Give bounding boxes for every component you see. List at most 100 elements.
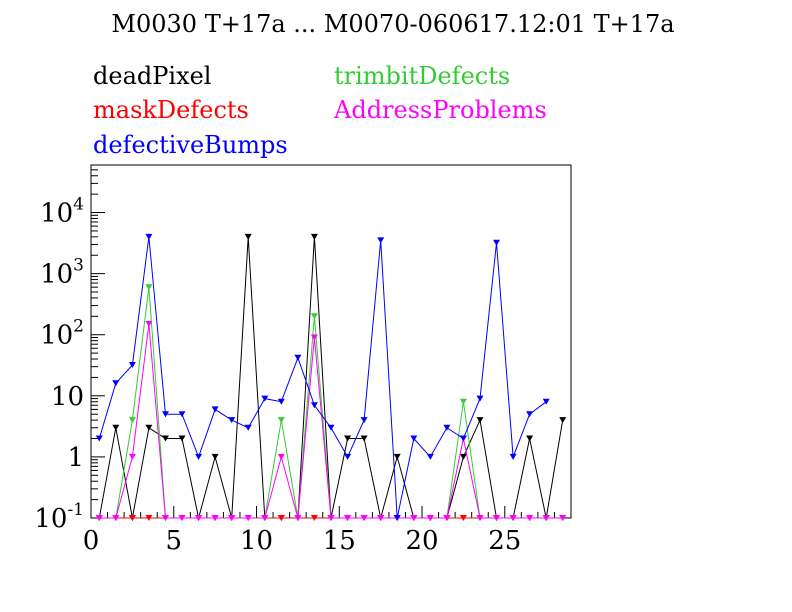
data-point [211, 406, 219, 413]
data-point [459, 453, 467, 460]
y-tick-label: 1 [67, 443, 84, 473]
data-point [277, 417, 285, 424]
data-point [377, 515, 385, 521]
data-point [443, 424, 451, 431]
data-point [145, 424, 153, 431]
legend-entry: trimbitDefects [334, 62, 510, 90]
data-point [244, 424, 252, 431]
legend: deadPixel maskDefects defectiveBumps trimbi… [93, 62, 547, 159]
data-point [145, 515, 153, 521]
data-point [294, 354, 302, 361]
data-point [128, 417, 136, 424]
data-point [327, 515, 335, 521]
y-tick-label: 104 [40, 195, 84, 229]
data-point [410, 515, 418, 521]
data-point [95, 515, 103, 521]
data-point [493, 239, 500, 246]
data-point [128, 362, 136, 368]
series-defectiveBumps [95, 233, 550, 521]
data-point [476, 395, 484, 402]
legend-entry: AddressProblems [333, 96, 547, 124]
data-point [95, 435, 103, 442]
data-point [178, 515, 186, 521]
data-point [459, 515, 467, 521]
data-point [310, 313, 318, 320]
data-point [310, 402, 318, 409]
data-point [112, 424, 120, 431]
data-point [526, 411, 534, 418]
legend-entry: deadPixel [93, 62, 211, 90]
data-point [112, 515, 120, 521]
y-tick-label: 10-1 [34, 500, 84, 534]
data-point [426, 453, 434, 460]
data-point [310, 334, 318, 341]
data-point [211, 453, 219, 460]
data-point [344, 515, 352, 521]
data-point [277, 515, 285, 521]
data-point [211, 515, 219, 521]
data-point [559, 515, 567, 521]
data-point [426, 515, 434, 521]
data-point [360, 417, 368, 424]
series-layer [95, 233, 567, 521]
y-tick-label: 102 [40, 317, 84, 351]
x-tick-label: 15 [323, 526, 356, 556]
data-point [162, 411, 169, 418]
data-point [410, 435, 418, 442]
data-point [493, 515, 500, 521]
data-point [443, 515, 451, 521]
data-point [195, 515, 203, 521]
y-tick-label: 10 [51, 382, 84, 412]
data-point [244, 515, 252, 521]
legend-entry: defectiveBumps [93, 131, 288, 159]
data-point [195, 453, 203, 460]
data-point [128, 515, 136, 521]
data-point [360, 515, 368, 521]
data-point [344, 435, 352, 442]
data-point [162, 435, 169, 442]
data-point [310, 515, 318, 521]
data-point [393, 453, 401, 460]
data-point [459, 398, 467, 405]
data-point [145, 321, 153, 327]
x-tick-label: 10 [240, 526, 273, 556]
data-point [277, 453, 285, 460]
data-point [344, 453, 352, 460]
chart-title: M0030 T+17a ... M0070-060617.12:01 T+17a [111, 10, 674, 38]
data-point [526, 435, 534, 442]
x-tick-label: 5 [165, 526, 182, 556]
data-point [128, 453, 136, 460]
data-point [393, 515, 401, 521]
data-point [542, 515, 550, 521]
data-point [509, 515, 517, 521]
data-point [509, 453, 517, 460]
data-point [228, 515, 236, 521]
x-tick-label: 20 [405, 526, 438, 556]
data-point [310, 233, 318, 240]
series-line [98, 236, 547, 519]
data-point [559, 417, 567, 424]
data-point [360, 435, 368, 442]
legend-entry: maskDefects [93, 96, 249, 124]
data-point [261, 395, 269, 402]
data-point [145, 233, 153, 240]
data-point [377, 237, 385, 244]
x-tick-label: 25 [488, 526, 521, 556]
data-point [277, 398, 285, 405]
x-tick-label: 0 [83, 526, 100, 556]
data-point [112, 380, 120, 387]
axes: 0 5 10 15 20 25 10-1 1 10 102 103 104 [34, 164, 572, 556]
y-tick-label: 103 [40, 256, 84, 290]
data-point [145, 284, 153, 291]
data-point [294, 515, 302, 521]
data-point [261, 515, 269, 521]
data-point [162, 515, 169, 521]
data-point [476, 417, 484, 424]
data-point [476, 515, 484, 521]
data-point [542, 398, 550, 405]
data-point [228, 417, 236, 424]
data-point [178, 435, 186, 442]
data-point [244, 233, 252, 240]
